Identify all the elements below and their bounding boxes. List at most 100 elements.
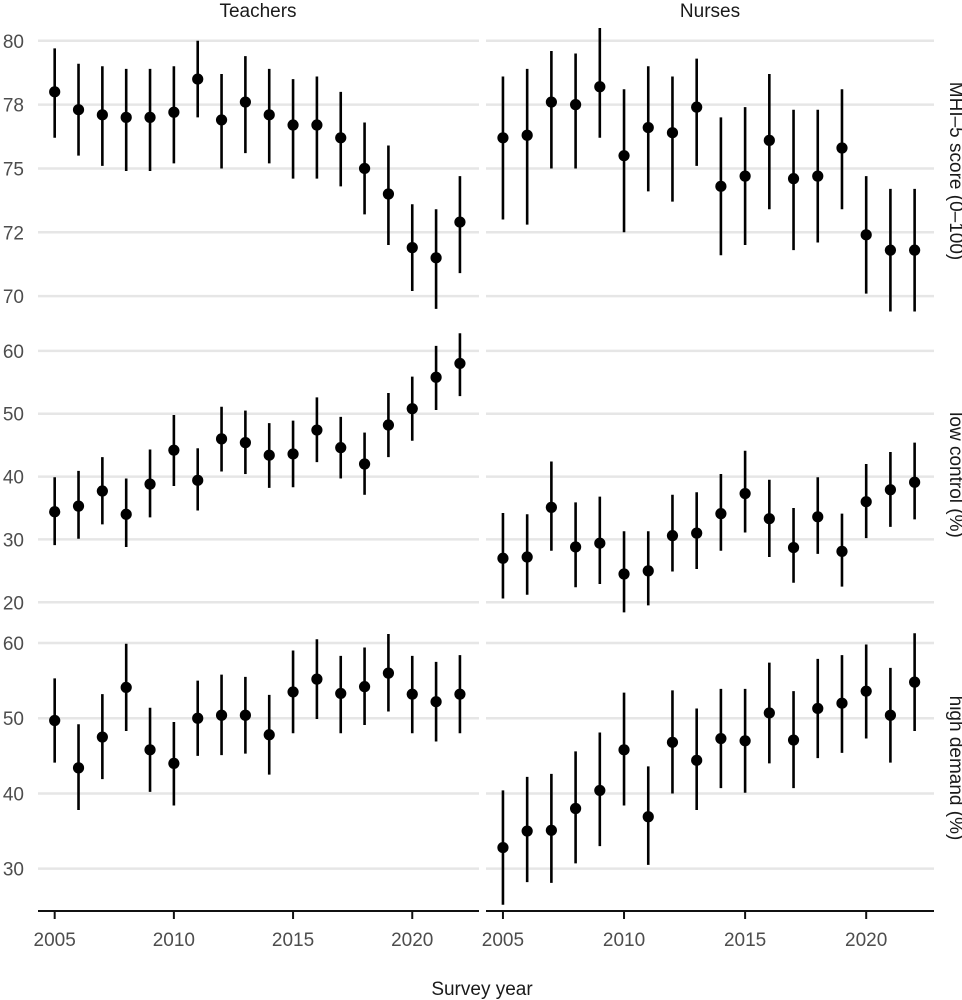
data-point xyxy=(358,458,371,470)
data-point xyxy=(521,129,533,141)
x-tick-label: 2005 xyxy=(34,930,76,951)
y-tick-label: 30 xyxy=(3,860,24,881)
data-point xyxy=(454,216,466,228)
data-point xyxy=(812,511,824,523)
data-point xyxy=(545,824,557,836)
data-point xyxy=(618,150,630,162)
data-point xyxy=(72,500,85,512)
data-point xyxy=(497,841,509,854)
data-point xyxy=(335,442,347,454)
data-point xyxy=(120,508,132,520)
data-point xyxy=(642,121,654,134)
data-point xyxy=(884,709,897,721)
data-point xyxy=(763,707,775,719)
data-point xyxy=(287,686,299,698)
data-point xyxy=(311,119,323,131)
y-tick-label: 60 xyxy=(3,342,24,363)
x-tick-label: 2010 xyxy=(153,930,195,951)
data-point xyxy=(215,114,228,126)
data-point xyxy=(335,687,347,700)
data-point xyxy=(570,802,582,815)
y-tick-label: 30 xyxy=(3,530,24,551)
x-tick-label: 2005 xyxy=(482,930,524,951)
row-strip-low-control: low control (%) xyxy=(945,412,962,538)
data-point xyxy=(884,484,897,496)
data-point xyxy=(120,681,132,694)
data-point xyxy=(263,449,275,461)
x-tick-label: 2020 xyxy=(845,930,887,951)
data-point xyxy=(909,244,921,256)
label-layer: Teachers Nurses MHI–5 score (0–100) low … xyxy=(219,1,962,1000)
data-point xyxy=(666,530,679,542)
data-point xyxy=(836,545,848,557)
data-point xyxy=(49,714,61,727)
data-point xyxy=(787,734,800,746)
column-strip-teachers: Teachers xyxy=(219,1,296,22)
y-tick-label: 70 xyxy=(3,287,24,308)
data-point xyxy=(382,419,395,431)
row-strip-high-demand: high demand (%) xyxy=(945,696,962,841)
data-point xyxy=(120,111,132,123)
data-point xyxy=(406,242,418,254)
data-point xyxy=(642,811,654,823)
y-tick-label: 80 xyxy=(3,32,24,53)
data-point xyxy=(691,754,703,766)
data-point xyxy=(570,541,582,553)
data-point xyxy=(311,424,323,436)
data-point xyxy=(545,501,557,513)
data-point xyxy=(335,132,347,144)
data-point xyxy=(144,744,156,756)
data-point xyxy=(715,732,727,745)
y-tick-label: 50 xyxy=(3,405,24,426)
data-point xyxy=(860,496,872,508)
data-point xyxy=(715,508,727,520)
data-point xyxy=(192,73,204,85)
data-point xyxy=(618,744,630,756)
data-point xyxy=(497,552,509,564)
data-point xyxy=(263,729,275,741)
data-point xyxy=(287,448,299,460)
data-point xyxy=(168,106,180,118)
data-point xyxy=(739,170,751,182)
data-point xyxy=(691,101,703,113)
data-point xyxy=(192,712,204,724)
data-point xyxy=(521,825,533,837)
data-point xyxy=(430,371,442,383)
data-point xyxy=(666,736,679,748)
data-point xyxy=(311,673,323,685)
data-point xyxy=(96,731,108,743)
y-tick-label: 40 xyxy=(3,784,24,805)
data-point xyxy=(545,96,557,108)
data-point xyxy=(215,433,228,445)
row-strip-mhi5: MHI–5 score (0–100) xyxy=(945,82,962,260)
data-point xyxy=(570,99,582,111)
x-axis-title: Survey year xyxy=(431,979,533,1000)
y-tick-label: 60 xyxy=(3,634,24,655)
x-tick-label: 2020 xyxy=(391,930,433,951)
data-point xyxy=(594,537,606,549)
data-point xyxy=(215,709,228,721)
data-point xyxy=(763,134,775,146)
data-point xyxy=(239,437,251,449)
data-point xyxy=(239,709,251,721)
data-point xyxy=(497,132,509,144)
data-point xyxy=(406,688,418,700)
data-point xyxy=(406,403,418,415)
data-point xyxy=(358,162,371,175)
y-tick-label: 75 xyxy=(3,159,24,180)
data-point xyxy=(239,96,251,108)
data-point xyxy=(836,697,848,709)
data-point xyxy=(787,542,800,554)
data-point xyxy=(168,444,180,456)
data-point xyxy=(430,696,442,708)
x-tick-label: 2015 xyxy=(272,930,314,951)
mark-layer xyxy=(49,28,921,905)
axis-layer: 70 72 75 78 80 20 30 40 50 60 30 40 50 60 2005 2010 2015… xyxy=(3,32,934,951)
data-point xyxy=(263,109,275,121)
data-point xyxy=(454,688,466,700)
data-point xyxy=(909,476,921,488)
data-point xyxy=(594,784,606,797)
data-point xyxy=(454,357,466,370)
data-point xyxy=(909,676,921,688)
